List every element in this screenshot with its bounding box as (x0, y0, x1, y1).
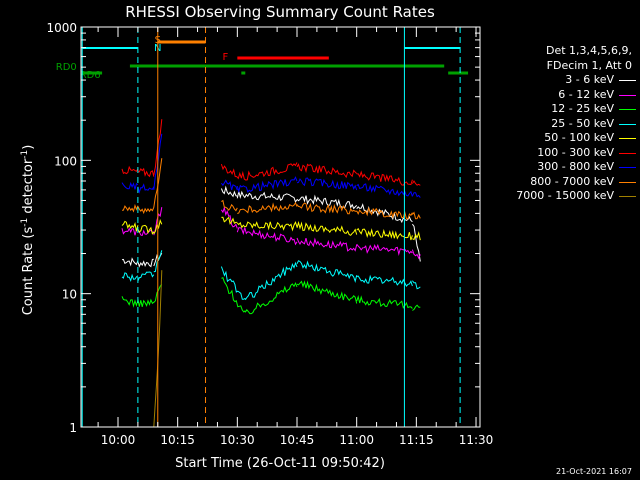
legend-header-line-1: Det 1,3,4,5,6,9, (545, 44, 632, 57)
x-axis-label: Start Time (26-Oct-11 09:50:42) (175, 456, 385, 471)
axes: 1 10 100 1000 10:00 10:15 10:30 10:45 11:00 11:15… (46, 21, 493, 447)
legend-label: 6 - 12 keV (558, 87, 614, 101)
y-axis-label: Count Rate (s-1 detector-1) (20, 145, 36, 316)
flag-label: F (223, 52, 229, 63)
x-tick-label: 10:45 (280, 433, 315, 447)
legend-swatch (619, 196, 636, 197)
legend-item: 3 - 6 keV (486, 73, 636, 88)
series-line (121, 119, 421, 186)
legend-swatch (619, 123, 636, 125)
y-tick-label: 100 (54, 154, 77, 168)
x-tick-label: 10:15 (160, 433, 195, 447)
legend-item: 100 - 300 keV (486, 146, 636, 161)
y-tick-label: 1 (69, 421, 77, 435)
footer-date: 21-Oct-2021 16:07 (556, 467, 632, 476)
legend-label: 12 - 25 keV (551, 102, 614, 115)
legend-swatch (619, 181, 636, 183)
y-tick-label: 1000 (46, 21, 77, 35)
x-tick-label: 11:00 (339, 433, 374, 447)
x-tick-label: 11:15 (399, 433, 434, 447)
legend-label: 25 - 50 keV (551, 116, 614, 130)
x-tick-label: 10:30 (220, 433, 255, 447)
legend: Det 1,3,4,5,6,9, FDecim 1, Att 0 3 - 6 k… (486, 44, 636, 204)
y-tick-label: 10 (62, 288, 77, 302)
legend-swatch (619, 109, 636, 110)
legend-label: 300 - 800 keV (537, 160, 614, 173)
legend-swatch (619, 94, 636, 96)
legend-swatch (619, 80, 636, 81)
legend-label: 7000 - 15000 keV (516, 189, 614, 202)
x-tick-label: 11:30 (459, 433, 494, 447)
legend-header-line-2: FDecim 1, Att 0 (546, 58, 632, 72)
legend-swatch (619, 138, 636, 139)
legend-item: 800 - 7000 keV (486, 175, 636, 190)
legend-swatch (619, 167, 636, 168)
legend-item: 6 - 12 keV (486, 88, 636, 103)
legend-swatch (619, 152, 636, 154)
flag-label: RD6 (80, 70, 101, 81)
x-tick-label: 10:00 (101, 433, 136, 447)
legend-label: 100 - 300 keV (537, 145, 614, 159)
legend-item: 12 - 25 keV (486, 102, 636, 117)
legend-label: 50 - 100 keV (544, 131, 614, 144)
legend-item: 25 - 50 keV (486, 117, 636, 132)
time-markers (81, 27, 461, 427)
plot-frame (80, 26, 481, 428)
legend-label: 3 - 6 keV (565, 73, 614, 86)
flag-label: RD0 (56, 62, 77, 73)
legend-label: 800 - 7000 keV (530, 174, 614, 188)
legend-item: 300 - 800 keV (486, 160, 636, 175)
series-layer (121, 119, 421, 428)
flag-bars: SNFRD0RD6 (56, 35, 469, 81)
series-line (121, 133, 421, 198)
legend-item: 50 - 100 keV (486, 131, 636, 146)
series-line (121, 250, 421, 301)
chart-title: RHESSI Observing Summary Count Rates (125, 3, 435, 21)
legend-item: 7000 - 15000 keV (486, 189, 636, 204)
